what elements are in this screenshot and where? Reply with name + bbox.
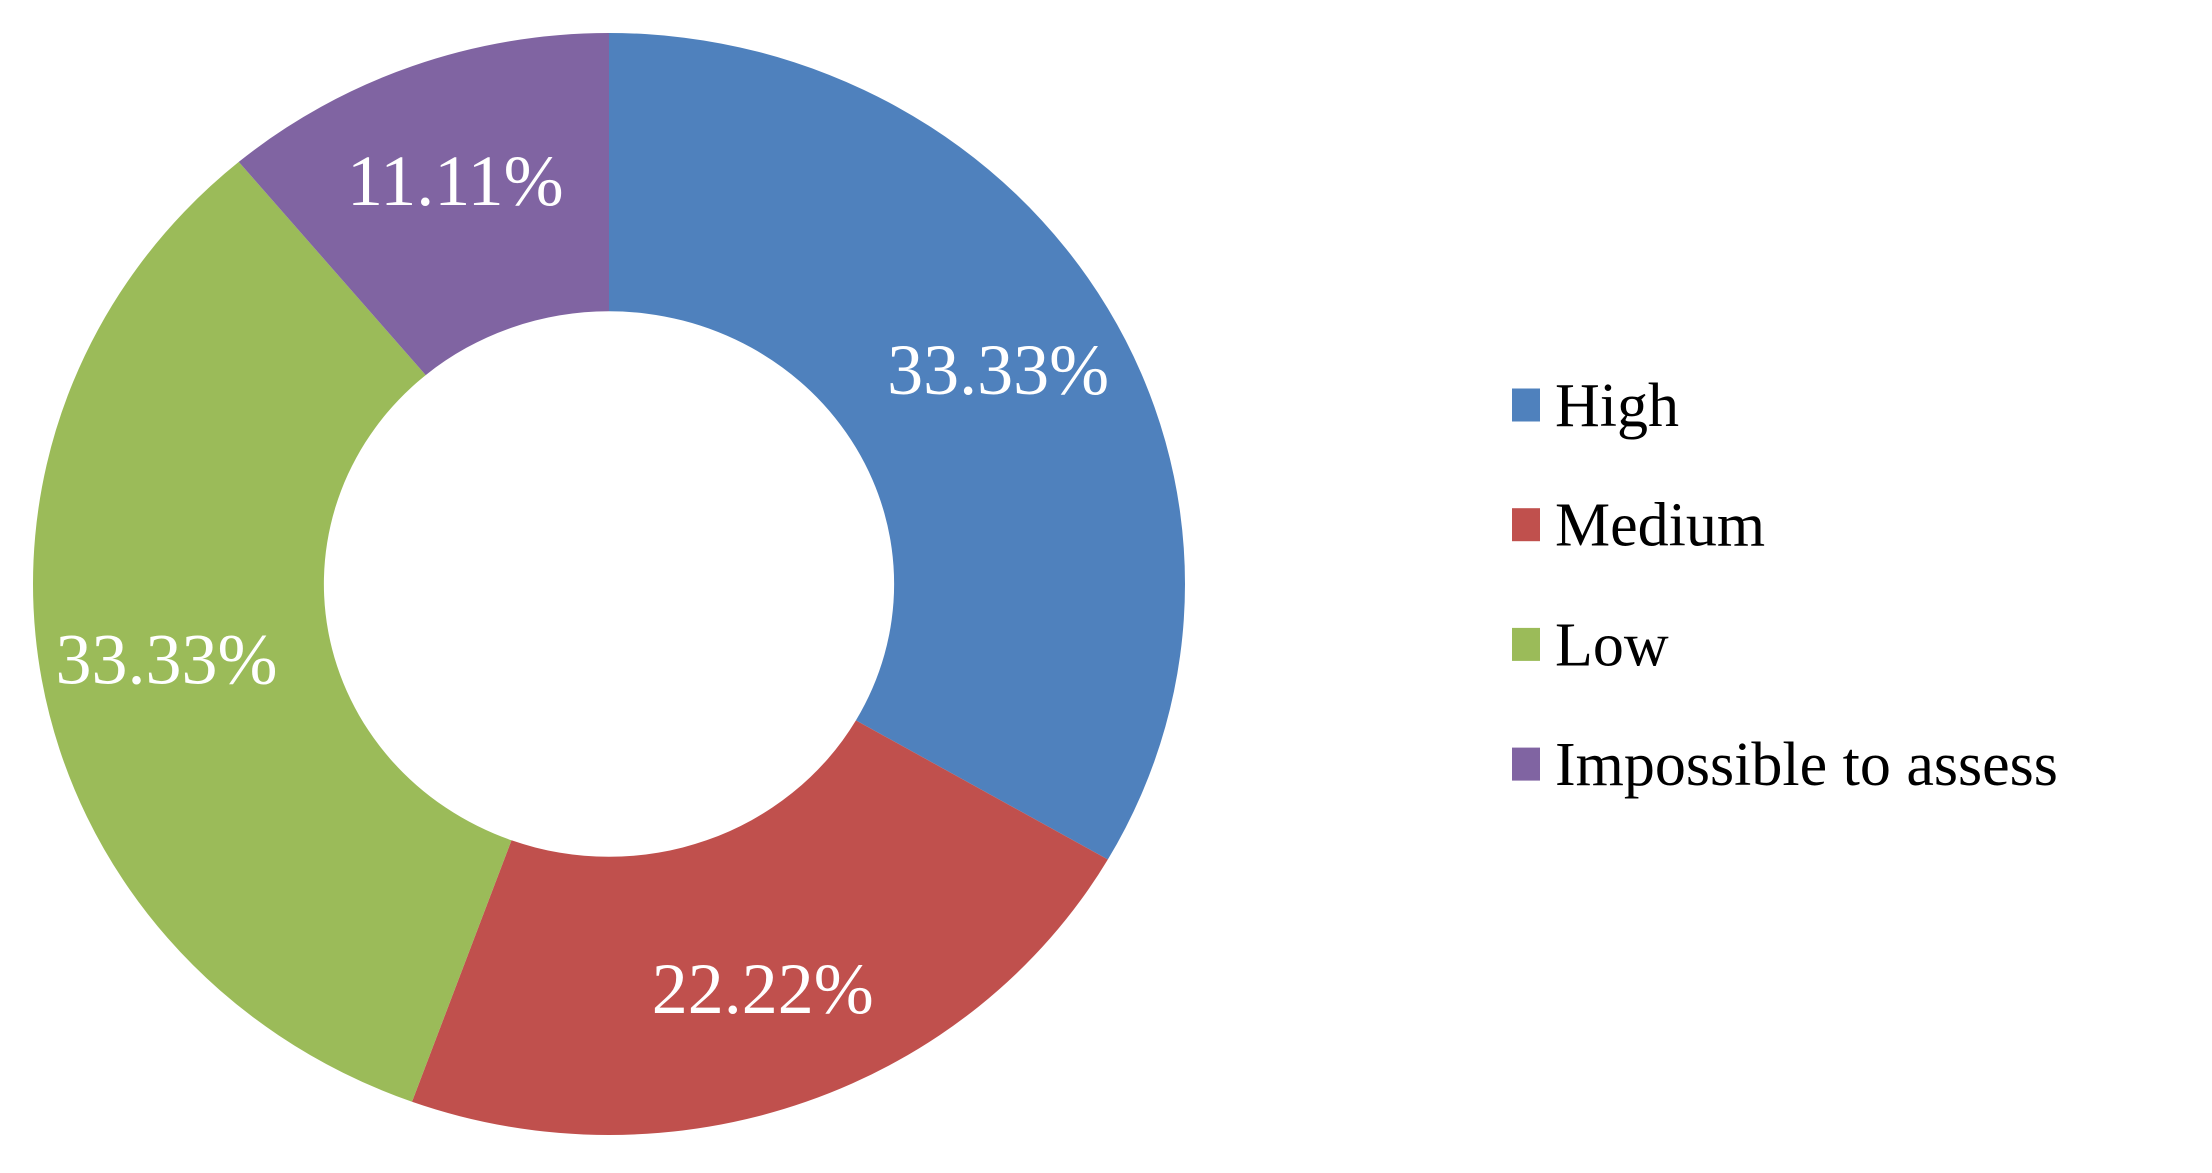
slice-low <box>32 161 512 1102</box>
donut-slices <box>32 33 1185 1135</box>
chart-legend: High Medium Low Impossible to assess <box>1512 372 2058 799</box>
slice-label-high: 33.33% <box>887 330 1109 410</box>
legend-label-impossible-to-assess: Impossible to assess <box>1555 731 2058 799</box>
legend-swatch-medium <box>1512 508 1540 542</box>
slice-impossible-to-assess <box>238 33 609 376</box>
legend-label-high: High <box>1555 372 1679 440</box>
slice-label-low: 33.33% <box>56 620 278 700</box>
legend-label-medium: Medium <box>1555 492 1765 560</box>
slice-labels: 33.33% 22.22% 33.33% 11.11% <box>56 141 1110 1029</box>
legend-swatch-impossible-to-assess <box>1512 747 1540 781</box>
slice-label-impossible-to-assess: 11.11% <box>347 141 564 221</box>
legend-label-low: Low <box>1555 611 1669 679</box>
slice-high <box>609 33 1185 860</box>
slice-medium <box>412 720 1108 1135</box>
slice-label-medium: 22.22% <box>652 949 874 1029</box>
legend-swatch-high <box>1512 388 1540 422</box>
legend-swatch-low <box>1512 627 1540 661</box>
